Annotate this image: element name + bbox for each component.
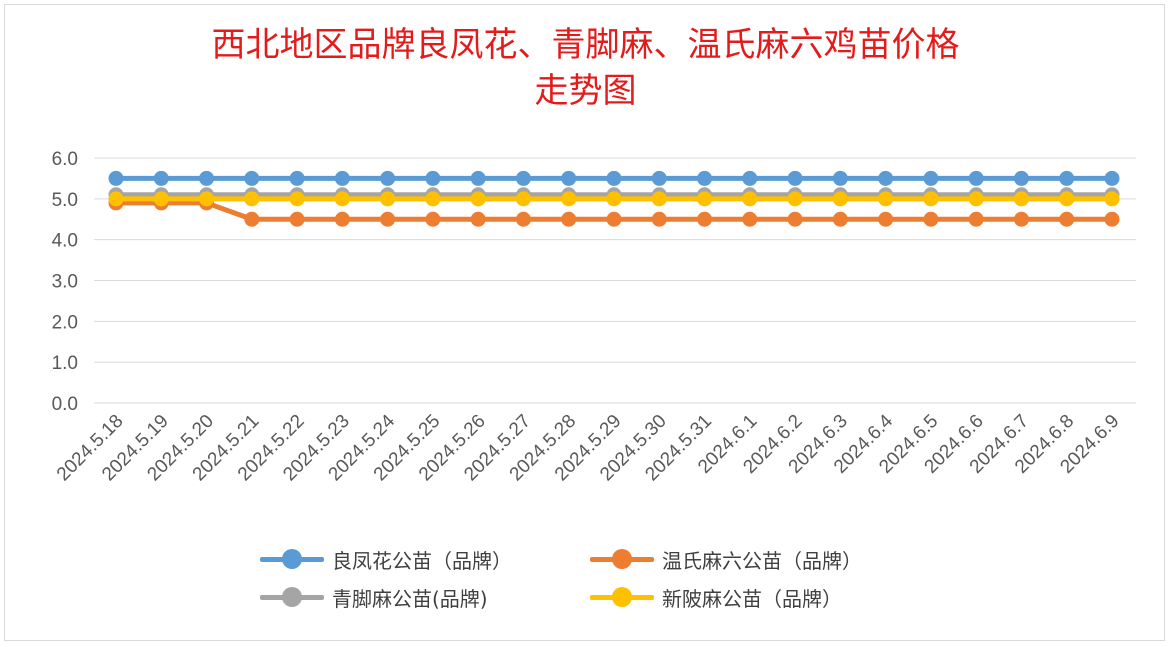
chart-title-line1: 西北地区品牌良凤花、青脚麻、温氏麻六鸡苗价格 bbox=[211, 25, 960, 65]
data-point bbox=[470, 211, 486, 227]
data-point bbox=[1059, 191, 1075, 207]
data-point bbox=[651, 211, 667, 227]
data-point bbox=[199, 191, 215, 207]
data-point bbox=[1104, 170, 1120, 186]
legend-label-xinpima: 新陂麻公苗（品牌） bbox=[662, 586, 842, 611]
data-point bbox=[832, 211, 848, 227]
data-point bbox=[923, 170, 939, 186]
y-tick-label: 3.0 bbox=[52, 272, 78, 293]
data-point bbox=[697, 191, 713, 207]
data-point bbox=[606, 170, 622, 186]
legend-label-wenshimaliu: 温氏麻六公苗（品牌） bbox=[662, 548, 862, 573]
data-point bbox=[289, 211, 305, 227]
data-point bbox=[470, 170, 486, 186]
data-point bbox=[832, 170, 848, 186]
data-point bbox=[561, 191, 577, 207]
data-point bbox=[878, 211, 894, 227]
data-point bbox=[425, 191, 441, 207]
data-point bbox=[515, 211, 531, 227]
data-point bbox=[153, 191, 169, 207]
data-point bbox=[561, 170, 577, 186]
data-point bbox=[561, 211, 577, 227]
legend-item-wenshimaliu: 温氏麻六公苗（品牌） bbox=[590, 543, 930, 575]
data-point bbox=[1104, 211, 1120, 227]
legend-label-qingjiaoma: 青脚麻公苗(品牌) bbox=[332, 586, 488, 611]
data-point bbox=[1059, 170, 1075, 186]
chart-title: 西北地区品牌良凤花、青脚麻、温氏麻六鸡苗价格 走势图 bbox=[0, 22, 1171, 114]
legend-label-liangfenghua: 良凤花公苗（品牌） bbox=[332, 548, 512, 573]
data-point bbox=[606, 211, 622, 227]
data-point bbox=[289, 170, 305, 186]
data-point bbox=[244, 191, 260, 207]
data-point bbox=[742, 191, 758, 207]
data-point bbox=[1013, 191, 1029, 207]
data-point bbox=[334, 191, 350, 207]
data-point bbox=[334, 170, 350, 186]
data-point bbox=[606, 191, 622, 207]
data-point bbox=[742, 170, 758, 186]
data-point bbox=[878, 191, 894, 207]
x-axis-ticks: 2024.5.182024.5.192024.5.202024.5.212024… bbox=[53, 410, 1124, 485]
series-3 bbox=[108, 191, 1120, 207]
data-point bbox=[380, 191, 396, 207]
y-tick-label: 6.0 bbox=[52, 149, 78, 170]
data-point bbox=[425, 211, 441, 227]
data-point bbox=[923, 191, 939, 207]
legend: 良凤花公苗（品牌） 温氏麻六公苗（品牌） 青脚麻公苗(品牌) 新陂麻公苗（品牌） bbox=[260, 543, 960, 613]
data-point bbox=[651, 191, 667, 207]
y-tick-label: 0.0 bbox=[52, 394, 78, 415]
legend-swatch-wenshimaliu bbox=[590, 547, 654, 571]
data-point bbox=[787, 170, 803, 186]
data-point bbox=[968, 211, 984, 227]
data-point bbox=[289, 191, 305, 207]
data-point bbox=[199, 170, 215, 186]
data-point bbox=[244, 170, 260, 186]
y-axis-ticks: 0.0 1.0 2.0 3.0 4.0 5.0 6.0 bbox=[52, 149, 78, 415]
y-tick-label: 2.0 bbox=[52, 312, 78, 333]
data-point bbox=[742, 211, 758, 227]
data-point bbox=[153, 170, 169, 186]
chart-title-line2: 走势图 bbox=[534, 71, 637, 111]
data-point bbox=[244, 211, 260, 227]
legend-item-qingjiaoma: 青脚麻公苗(品牌) bbox=[260, 581, 590, 613]
legend-item-liangfenghua: 良凤花公苗（品牌） bbox=[260, 543, 590, 575]
data-point bbox=[1013, 211, 1029, 227]
data-point bbox=[923, 211, 939, 227]
chart-frame bbox=[4, 4, 1165, 641]
data-point bbox=[697, 170, 713, 186]
data-point bbox=[515, 170, 531, 186]
data-point bbox=[1013, 170, 1029, 186]
data-point bbox=[697, 211, 713, 227]
data-point bbox=[968, 191, 984, 207]
data-point bbox=[108, 170, 124, 186]
data-point bbox=[380, 170, 396, 186]
data-point bbox=[651, 170, 667, 186]
legend-swatch-xinpima bbox=[590, 585, 654, 609]
data-point bbox=[470, 191, 486, 207]
data-point bbox=[380, 211, 396, 227]
data-point bbox=[1104, 191, 1120, 207]
data-point bbox=[515, 191, 531, 207]
data-point bbox=[878, 170, 894, 186]
y-tick-label: 1.0 bbox=[52, 353, 78, 374]
y-tick-label: 4.0 bbox=[52, 231, 78, 252]
legend-swatch-qingjiaoma bbox=[260, 585, 324, 609]
data-point bbox=[425, 170, 441, 186]
series-group bbox=[108, 170, 1120, 227]
data-point bbox=[968, 170, 984, 186]
series-0 bbox=[108, 170, 1120, 186]
y-tick-label: 5.0 bbox=[52, 190, 78, 211]
data-point bbox=[787, 191, 803, 207]
data-point bbox=[832, 191, 848, 207]
data-point bbox=[787, 211, 803, 227]
data-point bbox=[108, 191, 124, 207]
data-point bbox=[1059, 211, 1075, 227]
data-point bbox=[334, 211, 350, 227]
legend-item-xinpima: 新陂麻公苗（品牌） bbox=[590, 581, 930, 613]
legend-swatch-liangfenghua bbox=[260, 547, 324, 571]
